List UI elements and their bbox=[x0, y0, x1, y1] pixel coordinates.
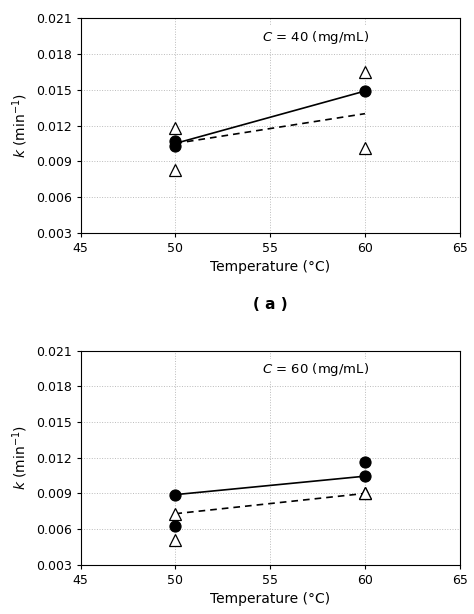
Text: $C$ = 60 (mg/mL): $C$ = 60 (mg/mL) bbox=[262, 361, 369, 378]
Text: $C$ = 40 (mg/mL): $C$ = 40 (mg/mL) bbox=[262, 29, 369, 46]
X-axis label: Temperature (°C): Temperature (°C) bbox=[210, 260, 330, 274]
X-axis label: Temperature (°C): Temperature (°C) bbox=[210, 593, 330, 607]
Text: ( a ): ( a ) bbox=[253, 297, 288, 312]
Y-axis label: $k$ (min$^{-1}$): $k$ (min$^{-1}$) bbox=[10, 93, 30, 158]
Y-axis label: $k$ (min$^{-1}$): $k$ (min$^{-1}$) bbox=[10, 426, 30, 490]
